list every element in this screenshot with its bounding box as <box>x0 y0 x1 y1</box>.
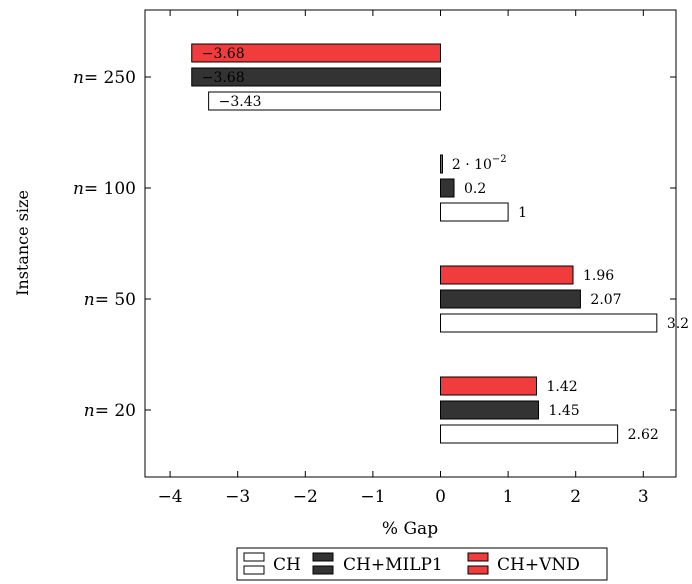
x-tick-label: 3 <box>638 487 649 507</box>
bar-value-label: −3.68 <box>202 70 245 86</box>
legend-swatch <box>467 552 489 562</box>
bar-ch <box>440 424 619 444</box>
legend-swatch <box>467 565 489 575</box>
bar-value-label: 0.2 <box>464 181 486 197</box>
plot-frame <box>144 9 677 478</box>
x-axis-label: % Gap <box>382 519 438 539</box>
bar-value-label: −3.68 <box>202 46 245 62</box>
bar-value-label: 2.62 <box>628 427 659 443</box>
legend-swatch <box>312 565 334 575</box>
x-tick-label: −4 <box>158 487 183 507</box>
bar-ch-vnd <box>440 154 443 174</box>
bar-ch-milp1 <box>440 400 540 420</box>
bar-value-label: 1 <box>518 205 527 221</box>
legend-swatch <box>243 552 265 562</box>
x-tick-label: −3 <box>225 487 250 507</box>
legend-swatch <box>243 565 265 575</box>
y-tick-label: n= 100 <box>73 179 136 199</box>
x-tick-label: 2 <box>570 487 581 507</box>
bar-ch-milp1 <box>440 289 581 309</box>
legend-box <box>236 547 608 581</box>
y-tick-label: n= 50 <box>84 290 136 310</box>
bar-ch-vnd <box>191 43 441 63</box>
legend-label: CH+VND <box>497 555 580 575</box>
bar-ch-milp1 <box>191 67 441 87</box>
x-tick-label: −1 <box>360 487 385 507</box>
x-tick-label: 1 <box>503 487 514 507</box>
y-tick-label: n= 250 <box>73 68 136 88</box>
bar-ch <box>440 202 509 222</box>
legend-swatch <box>312 552 334 562</box>
bar-value-label: 1.42 <box>546 379 577 395</box>
x-tick-label: −2 <box>293 487 318 507</box>
bar-value-label: 2.07 <box>590 292 621 308</box>
bar-value-label: 1.96 <box>583 268 614 284</box>
bar-ch <box>440 313 658 333</box>
y-axis-label: Instance size <box>13 190 32 296</box>
legend-label: CH+MILP1 <box>343 555 443 575</box>
bar-ch <box>208 91 441 111</box>
bar-value-label: 3.2 <box>667 316 689 332</box>
bar-ch-vnd <box>440 265 574 285</box>
bar-value-label: −3.43 <box>219 94 262 110</box>
bar-value-label: 2 · 10−2 <box>452 154 507 173</box>
bar-ch-vnd <box>440 376 537 396</box>
bar-ch-milp1 <box>440 178 455 198</box>
y-tick-label: n= 20 <box>84 401 136 421</box>
bar-value-label: 1.45 <box>549 403 580 419</box>
x-tick-label: 0 <box>435 487 446 507</box>
legend-label: CH <box>273 555 301 575</box>
